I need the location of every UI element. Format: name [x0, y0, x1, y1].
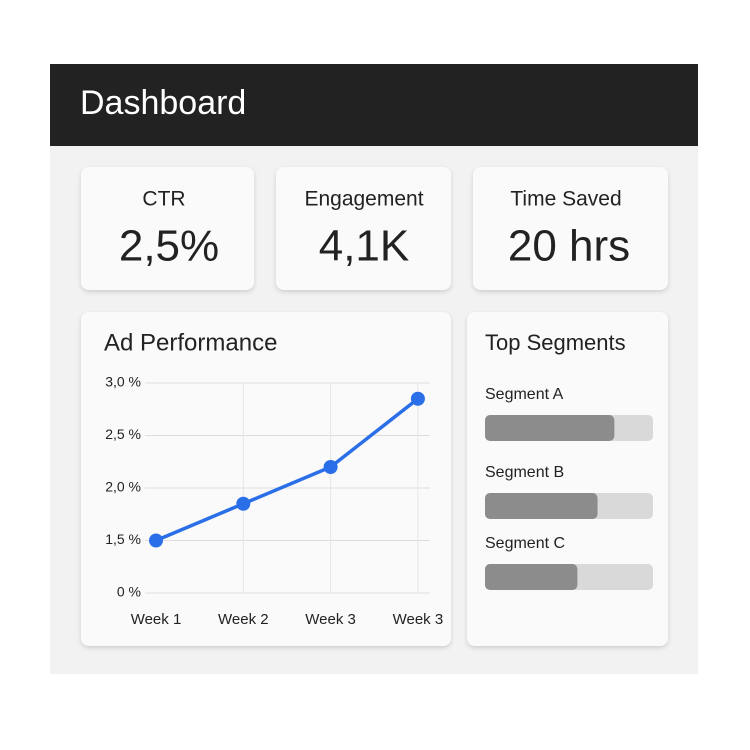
segment-name: Segment A	[485, 386, 564, 403]
chart-title: Ad Performance	[104, 329, 277, 356]
kpi-label: CTR	[142, 188, 185, 211]
segment-bar	[485, 564, 578, 590]
kpi-value: 4,1K	[319, 222, 410, 271]
kpi-card	[473, 167, 668, 290]
segments-title: Top Segments	[485, 330, 626, 355]
kpi-card	[81, 167, 254, 290]
y-tick-label: 0 %	[117, 584, 141, 600]
segments-list: Segment A Segment B Segment C	[485, 386, 653, 590]
y-tick-label: 2,0 %	[105, 479, 141, 495]
point	[236, 496, 251, 511]
x-tick-label: Week 3	[305, 611, 356, 628]
line	[155, 397, 419, 543]
kpi-label: Time Saved	[510, 188, 621, 211]
segment-bar	[485, 493, 598, 519]
point	[323, 460, 338, 474]
chart-card	[81, 312, 451, 646]
kpi-value: 20 hrs	[508, 222, 630, 271]
kpi-card	[276, 167, 451, 290]
header-title: Dashboard	[80, 84, 246, 122]
segments-card	[467, 312, 668, 646]
segment-name: Segment B	[485, 464, 564, 481]
x-tick-label: Week 3	[393, 611, 444, 628]
kpi-value: 2,5%	[119, 222, 219, 271]
line-chart: 3,0 % 2,5 % 2,0 % 1,5 % 0 % Week 1 Week 2 Week …	[105, 374, 443, 628]
segment-name: Segment C	[485, 535, 565, 552]
kpi-label: Engagement	[304, 188, 423, 211]
header-bar	[50, 64, 698, 146]
point	[149, 533, 163, 548]
x-tick-label: Week 2	[218, 611, 269, 628]
x-tick-label: Week 1	[131, 611, 182, 628]
y-tick-label: 1,5 %	[105, 531, 141, 547]
y-tick-label: 3,0 %	[105, 374, 141, 390]
point	[410, 391, 425, 406]
segment-bar	[485, 415, 615, 441]
y-tick-label: 2,5 %	[105, 426, 141, 442]
